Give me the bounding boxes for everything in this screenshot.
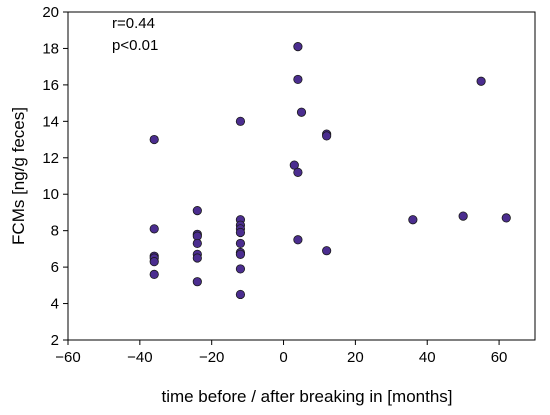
y-tick-label: 10 xyxy=(42,186,59,203)
x-axis: −60 −40 −20 0 20 40 60 xyxy=(55,340,507,366)
data-point xyxy=(149,134,159,145)
data-point xyxy=(296,107,307,117)
data-point xyxy=(235,289,246,300)
x-tick-label: −20 xyxy=(199,349,224,366)
data-point xyxy=(458,211,468,221)
annotation-p: p<0.01 xyxy=(112,37,158,54)
data-point xyxy=(501,213,511,223)
data-point xyxy=(235,264,246,274)
data-point xyxy=(235,249,246,259)
x-tick-label: −40 xyxy=(127,349,152,366)
data-points xyxy=(149,42,511,300)
data-point xyxy=(235,238,246,249)
data-point xyxy=(149,269,159,279)
x-tick-label: −60 xyxy=(55,349,80,366)
data-point xyxy=(322,246,332,256)
data-point xyxy=(192,206,202,216)
data-point xyxy=(476,76,486,86)
data-point xyxy=(149,224,159,234)
data-point xyxy=(293,74,303,85)
data-point xyxy=(293,235,303,245)
y-tick-label: 16 xyxy=(42,77,59,94)
y-tick-label: 20 xyxy=(42,4,59,21)
x-tick-label: 0 xyxy=(279,349,287,366)
y-tick-label: 4 xyxy=(51,296,59,313)
data-point xyxy=(235,227,246,238)
x-tick-label: 20 xyxy=(347,349,364,366)
y-tick-label: 2 xyxy=(51,332,59,349)
y-tick-label: 18 xyxy=(42,40,59,57)
data-point xyxy=(293,167,303,177)
y-tick-label: 8 xyxy=(51,223,59,240)
y-tick-label: 6 xyxy=(51,259,59,276)
annotation-r: r=0.44 xyxy=(112,15,155,32)
data-point xyxy=(192,253,202,263)
x-axis-label: time before / after breaking in [months] xyxy=(161,387,452,406)
data-point xyxy=(289,160,299,170)
y-tick-label: 14 xyxy=(42,113,59,130)
data-point xyxy=(322,131,332,141)
data-point xyxy=(192,238,202,249)
data-point xyxy=(235,116,246,126)
data-point xyxy=(408,215,418,225)
data-point xyxy=(293,42,303,52)
x-tick-label: 60 xyxy=(491,349,508,366)
plot-area xyxy=(67,11,536,341)
plot-frame xyxy=(67,11,536,341)
y-tick-label: 12 xyxy=(42,150,59,167)
y-axis: 2 4 6 8 10 12 14 16 18 20 xyxy=(42,4,68,349)
x-tick-label: 40 xyxy=(419,349,436,366)
data-point xyxy=(149,257,159,267)
y-axis-label: FCMs [ng/g feces] xyxy=(9,107,28,245)
data-point xyxy=(192,277,202,287)
